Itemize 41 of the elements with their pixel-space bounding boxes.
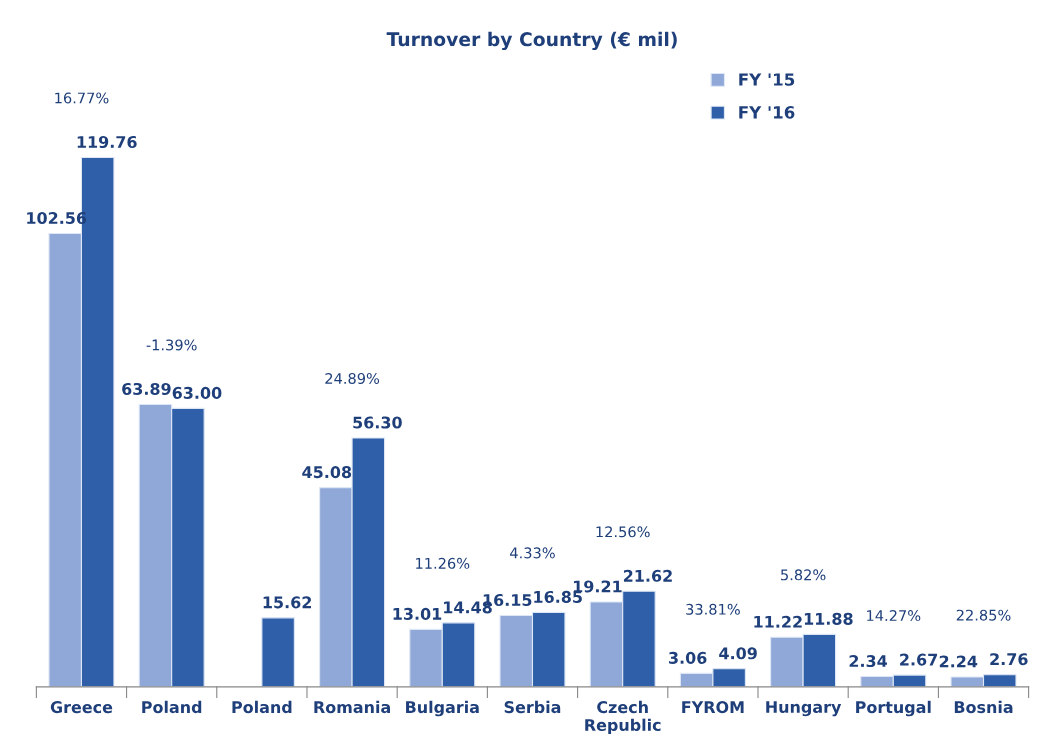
- x-tick-label: Serbia: [504, 700, 561, 714]
- data-label: 2.76: [990, 653, 1028, 666]
- data-label: 15.62: [263, 596, 312, 609]
- x-tick-label: Bulgaria: [406, 700, 479, 717]
- data-label: 2.67: [900, 653, 937, 666]
- data-label: 63.89: [122, 382, 171, 395]
- data-label: 2.24: [939, 655, 978, 668]
- x-tick-label: Greece: [50, 701, 113, 714]
- data-label: 21.62: [623, 569, 672, 582]
- annotation: 11.26%: [416, 557, 470, 569]
- x-tick-label: FYROM: [682, 701, 744, 714]
- x-tick-label: Romania: [314, 700, 390, 714]
- annotation: 33.81%: [686, 603, 740, 615]
- text: 16.77%: [55, 92, 109, 104]
- annotation: 4.33%: [510, 547, 555, 559]
- data-label: 2.34: [849, 655, 888, 668]
- data-label: 119.76: [77, 135, 137, 149]
- x-tick-label: Czech Republic: [585, 700, 661, 735]
- legend-label: FY '16: [739, 106, 795, 119]
- annotation: 22.85%: [956, 609, 1011, 621]
- bar: [261, 617, 295, 687]
- data-label: 45.08: [302, 466, 352, 479]
- data-label: 13.01: [393, 607, 442, 620]
- chart-title: Turnover by Country (€ mil): [386, 31, 677, 51]
- annotation: 24.89%: [325, 372, 380, 384]
- data-label: 11.88: [804, 612, 853, 625]
- x-tick-label: Poland: [232, 700, 292, 714]
- data-label: 4.09: [719, 647, 757, 660]
- annotation: 5.82%: [781, 569, 826, 581]
- annotation: 14.27%: [867, 610, 921, 622]
- annotation: 12.56%: [596, 526, 650, 538]
- data-label: 11.22: [754, 615, 802, 628]
- data-label: 63.00: [172, 386, 222, 399]
- annotation: -1.39%: [146, 339, 197, 351]
- x-tick-label: Bosnia: [954, 700, 1013, 714]
- data-label: 56.30: [353, 416, 402, 429]
- x-tick-label: Portugal: [856, 700, 931, 717]
- x-tick-label: Poland: [142, 700, 202, 714]
- legend-label: FY '15: [739, 73, 795, 86]
- data-label: 3.06: [669, 651, 707, 664]
- x-tick-label: Hungary: [766, 701, 842, 717]
